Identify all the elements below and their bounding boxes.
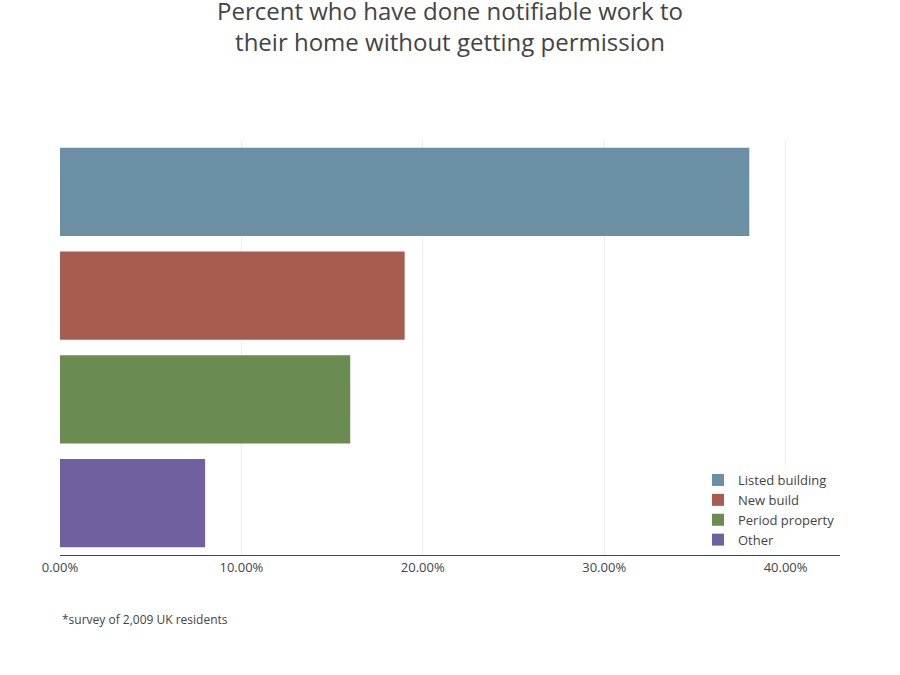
svg-text:20.00%: 20.00% — [401, 558, 445, 576]
svg-text:30.00%: 30.00% — [582, 558, 626, 576]
svg-text:New build: New build — [738, 491, 799, 509]
svg-text:Listed building: Listed building — [738, 471, 826, 489]
svg-text:40.00%: 40.00% — [764, 558, 808, 576]
svg-text:Other: Other — [738, 531, 774, 549]
svg-text:Percent who have done notifiab: Percent who have done notifiable work to… — [217, 0, 683, 58]
svg-text:10.00%: 10.00% — [219, 558, 263, 576]
svg-text:Period property: Period property — [738, 511, 834, 529]
svg-text:*survey of 2,009 UK residents: *survey of 2,009 UK residents — [62, 611, 228, 628]
svg-text:0.00%: 0.00% — [42, 558, 79, 576]
